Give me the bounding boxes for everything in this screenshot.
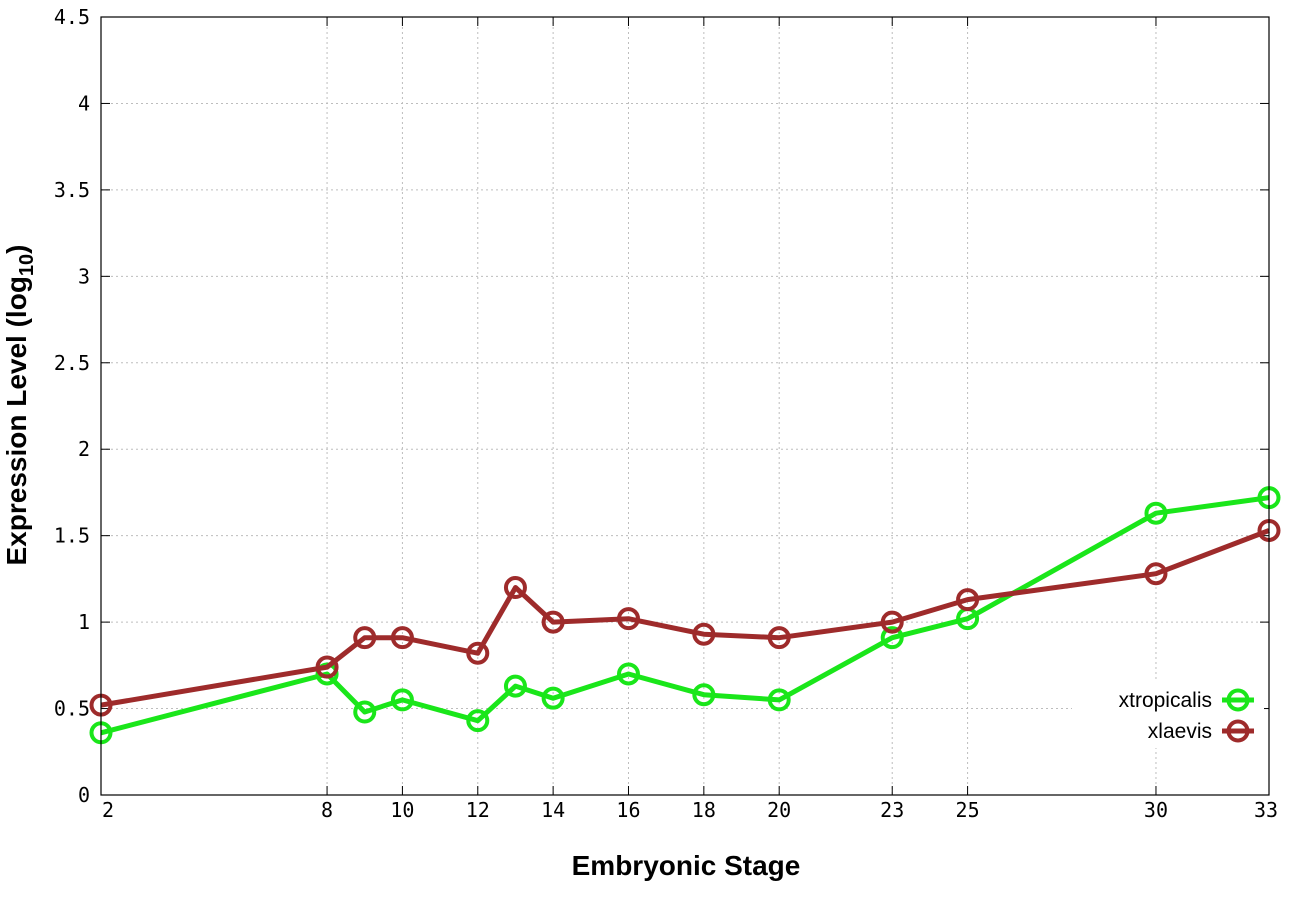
data-point-xlaevis (956, 588, 980, 612)
data-point-xlaevis (616, 607, 640, 631)
series-line-xtropicalis (100, 495, 1270, 736)
series-xlaevis (89, 518, 1281, 717)
data-point-xtropicalis (390, 688, 414, 712)
x-tick-labels: 2 8 10 12 14 16 18 20 23 25 30 33 (102, 798, 1278, 822)
y-axis-title-main: Expression Level (log (1, 276, 32, 565)
y-tick-label: 1.5 (54, 524, 90, 548)
y-tick-label: 4 (78, 91, 90, 115)
data-point-xtropicalis (541, 686, 565, 710)
y-tick-label: 3.5 (54, 178, 90, 202)
data-point-xlaevis (767, 626, 791, 650)
x-tick-label: 10 (390, 798, 414, 822)
data-point-xlaevis (353, 626, 377, 650)
grid (101, 17, 1269, 795)
x-tick-label: 33 (1254, 798, 1278, 822)
legend-marker-xtropicalis (1226, 688, 1250, 712)
data-point-xlaevis (541, 610, 565, 634)
x-tick-label: 8 (321, 798, 333, 822)
y-tick-label: 4.5 (54, 5, 90, 29)
legend-label-xlaevis: xlaevis (1148, 720, 1212, 743)
series (89, 486, 1281, 745)
data-point-xlaevis (503, 576, 527, 600)
x-tick-label: 14 (541, 798, 565, 822)
series-xtropicalis (89, 486, 1281, 745)
data-point-xlaevis (1144, 562, 1168, 586)
x-tick-label: 30 (1144, 798, 1168, 822)
data-point-xtropicalis (353, 700, 377, 724)
data-point-xlaevis (880, 610, 904, 634)
legend-marker-xlaevis (1226, 719, 1250, 743)
x-tick-label: 16 (616, 798, 640, 822)
data-point-xtropicalis (503, 674, 527, 698)
x-tick-label: 2 (102, 798, 114, 822)
data-point-xlaevis (315, 655, 339, 679)
y-tick-label: 0.5 (54, 697, 90, 721)
data-point-xtropicalis (767, 688, 791, 712)
y-axis-title-subscript: 10 (16, 254, 38, 276)
y-tick-label: 3 (78, 264, 90, 288)
y-tick-label: 2.5 (54, 351, 90, 375)
y-tick-label: 1 (78, 610, 90, 634)
x-tick-label: 25 (956, 798, 980, 822)
y-axis-title-close: ) (1, 245, 32, 254)
y-axis-title: Expression Level (log10) (1, 245, 38, 566)
x-tick-label: 18 (692, 798, 716, 822)
series-line-xlaevis (100, 528, 1270, 708)
plot-frame (100, 16, 1270, 796)
data-point-xtropicalis (466, 709, 490, 733)
data-point-xlaevis (390, 626, 414, 650)
x-tick-label: 12 (466, 798, 490, 822)
data-point-xtropicalis (692, 683, 716, 707)
data-point-xlaevis (692, 622, 716, 646)
y-tick-labels: 0 0.5 1 1.5 2 2.5 3 3.5 4 4.5 (54, 5, 90, 807)
y-tick-label: 0 (78, 783, 90, 807)
y-tick-label: 2 (78, 437, 90, 461)
data-point-xlaevis (466, 641, 490, 665)
axis-ticks (100, 16, 1270, 796)
x-tick-label: 20 (767, 798, 791, 822)
x-axis-title: Embryonic Stage (572, 850, 801, 881)
legend: xtropicalis xlaevis (1072, 682, 1264, 748)
data-point-xtropicalis (880, 626, 904, 650)
legend-label-xtropicalis: xtropicalis (1119, 689, 1212, 712)
data-point-xtropicalis (1144, 501, 1168, 525)
data-point-xtropicalis (616, 662, 640, 686)
x-tick-label: 23 (880, 798, 904, 822)
